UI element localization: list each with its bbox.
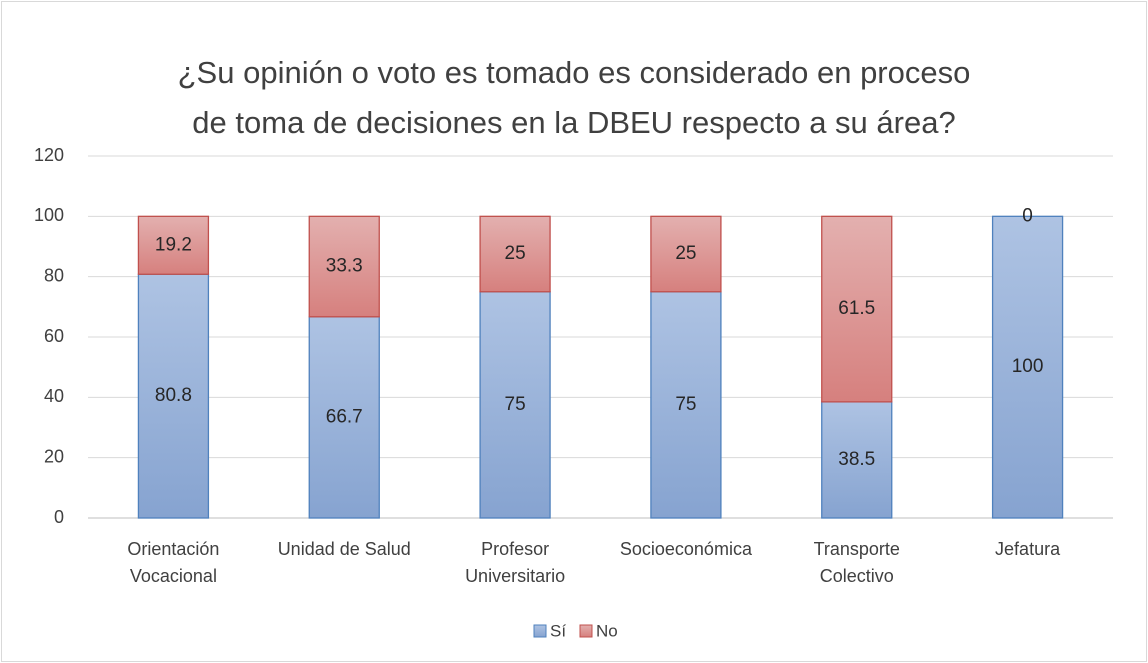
y-tick-label: 60	[44, 326, 64, 346]
bar-segment	[650, 215, 722, 293]
bar-segment	[308, 316, 380, 519]
bar-segment	[479, 291, 551, 519]
value-label: 0	[1022, 205, 1033, 226]
y-tick-label: 100	[34, 205, 64, 225]
value-label: 100	[1012, 356, 1044, 377]
value-label: 25	[675, 243, 696, 264]
value-label: 19.2	[155, 234, 192, 255]
chart-title: ¿Su opinión o voto es tomado es consider…	[178, 55, 971, 140]
bar-segment	[821, 401, 893, 519]
value-label: 33.3	[326, 256, 363, 277]
bar-segment	[308, 215, 380, 318]
y-tick-label: 120	[34, 145, 64, 165]
value-label: 25	[505, 243, 526, 264]
legend-swatch	[579, 624, 593, 638]
legend-label: No	[596, 621, 618, 640]
y-tick-label: 20	[44, 446, 64, 466]
legend-label: Sí	[550, 621, 566, 640]
value-label: 38.5	[838, 449, 875, 470]
bar-segment	[821, 215, 893, 403]
value-label: 80.8	[155, 385, 192, 406]
bar-segment	[479, 215, 551, 293]
value-label: 61.5	[838, 298, 875, 319]
legend-swatch	[533, 624, 547, 638]
y-tick-label: 40	[44, 386, 64, 406]
x-tick-label: Profesor Universitario	[465, 539, 565, 586]
bar-segment	[137, 215, 210, 275]
x-tick-label: Orientación Vocacional	[127, 539, 219, 586]
x-tick-label: Transporte Colectivo	[814, 539, 900, 586]
x-tick-label: Socioeconómica	[620, 539, 753, 559]
x-tick-label: Jefatura	[995, 539, 1061, 559]
bar-segment	[991, 215, 1064, 519]
value-label: 75	[675, 394, 696, 415]
value-label: 66.7	[326, 406, 363, 427]
value-label: 75	[505, 394, 526, 415]
y-tick-label: 0	[54, 507, 64, 527]
x-tick-label: Unidad de Salud	[278, 539, 411, 559]
y-tick-label: 80	[44, 265, 64, 285]
bar-segment	[650, 291, 722, 519]
